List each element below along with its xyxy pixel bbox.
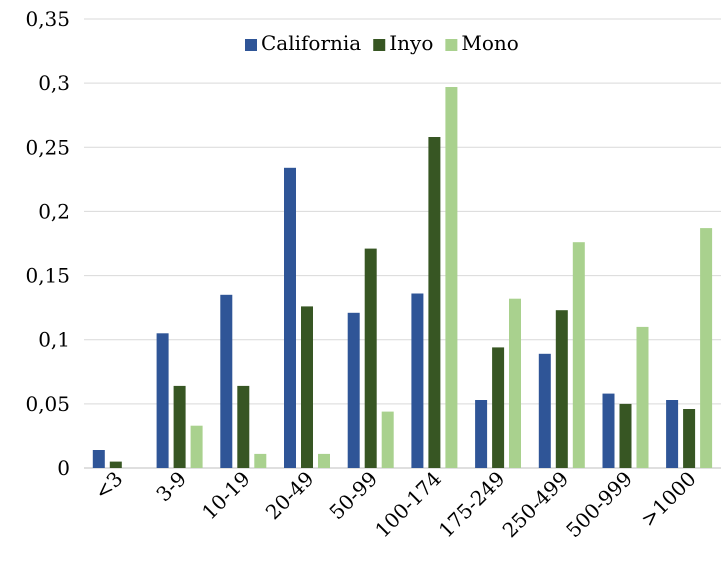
x-tick-label: 500-999 <box>561 467 637 543</box>
gridlines <box>84 18 721 469</box>
bar-mono <box>572 242 585 468</box>
bar-mono <box>254 453 267 468</box>
y-tick-label: 0,35 <box>25 7 70 31</box>
y-tick-label: 0,1 <box>38 328 70 352</box>
bar-mono <box>190 425 203 468</box>
bar-inyo <box>428 137 441 468</box>
x-tick-label: 3-9 <box>151 467 191 507</box>
bar-mono <box>318 453 330 468</box>
x-tick-label: 50-99 <box>324 467 382 525</box>
bar-inyo <box>237 385 250 468</box>
bar-inyo <box>364 248 377 468</box>
y-tick-label: 0,25 <box>25 135 70 159</box>
x-tick-label: 100-174 <box>370 467 446 543</box>
bar-inyo <box>619 403 632 468</box>
bar-california <box>475 400 488 468</box>
bar-california <box>347 312 360 468</box>
y-tick-label: 0,3 <box>38 71 70 95</box>
bar-mono <box>445 87 458 468</box>
bar-california <box>284 167 296 469</box>
x-tick-label: >1000 <box>636 467 701 532</box>
bar-california <box>156 333 169 468</box>
y-tick-label: 0,2 <box>38 199 70 223</box>
x-axis-ticks: <3 3-9 10-19 20-49 50-99100-174175-249250-49… <box>90 467 701 543</box>
bar-inyo <box>173 385 186 468</box>
legend: California Inyo Mono <box>245 31 519 55</box>
bar-inyo <box>683 409 696 468</box>
legend-label-california: California <box>261 31 361 55</box>
legend-swatch-california <box>245 39 257 51</box>
legend-label-inyo: Inyo <box>389 31 433 55</box>
bar-mono <box>636 326 649 468</box>
bar-inyo <box>492 347 505 468</box>
bar-mono <box>700 228 713 468</box>
x-tick-label: <3 <box>90 467 128 505</box>
bars <box>92 87 713 469</box>
legend-swatch-mono <box>445 39 458 51</box>
legend-label-mono: Mono <box>461 31 518 55</box>
x-tick-label: 20-49 <box>261 467 319 525</box>
legend-swatch-inyo <box>373 39 386 51</box>
x-tick-label: 175-249 <box>434 467 510 543</box>
bar-california <box>92 450 105 468</box>
bar-inyo <box>109 461 122 468</box>
bar-inyo <box>301 306 313 468</box>
bar-california <box>538 353 551 468</box>
bar-california <box>411 293 424 468</box>
bar-california <box>220 294 233 468</box>
bar-california <box>602 393 615 468</box>
bar-mono <box>509 298 521 468</box>
y-tick-label: 0,05 <box>25 392 70 416</box>
x-tick-label: 10-19 <box>197 467 255 525</box>
bar-inyo <box>555 310 568 468</box>
y-axis-ticks: 0 0,05 0,1 0,15 0,2 0,25 0,3 0,35 <box>25 7 70 480</box>
bar-mono <box>381 411 394 468</box>
x-tick-label: 250-499 <box>498 467 574 543</box>
bar-california <box>666 400 679 468</box>
y-tick-label: 0 <box>57 456 70 480</box>
y-tick-label: 0,15 <box>25 264 70 288</box>
